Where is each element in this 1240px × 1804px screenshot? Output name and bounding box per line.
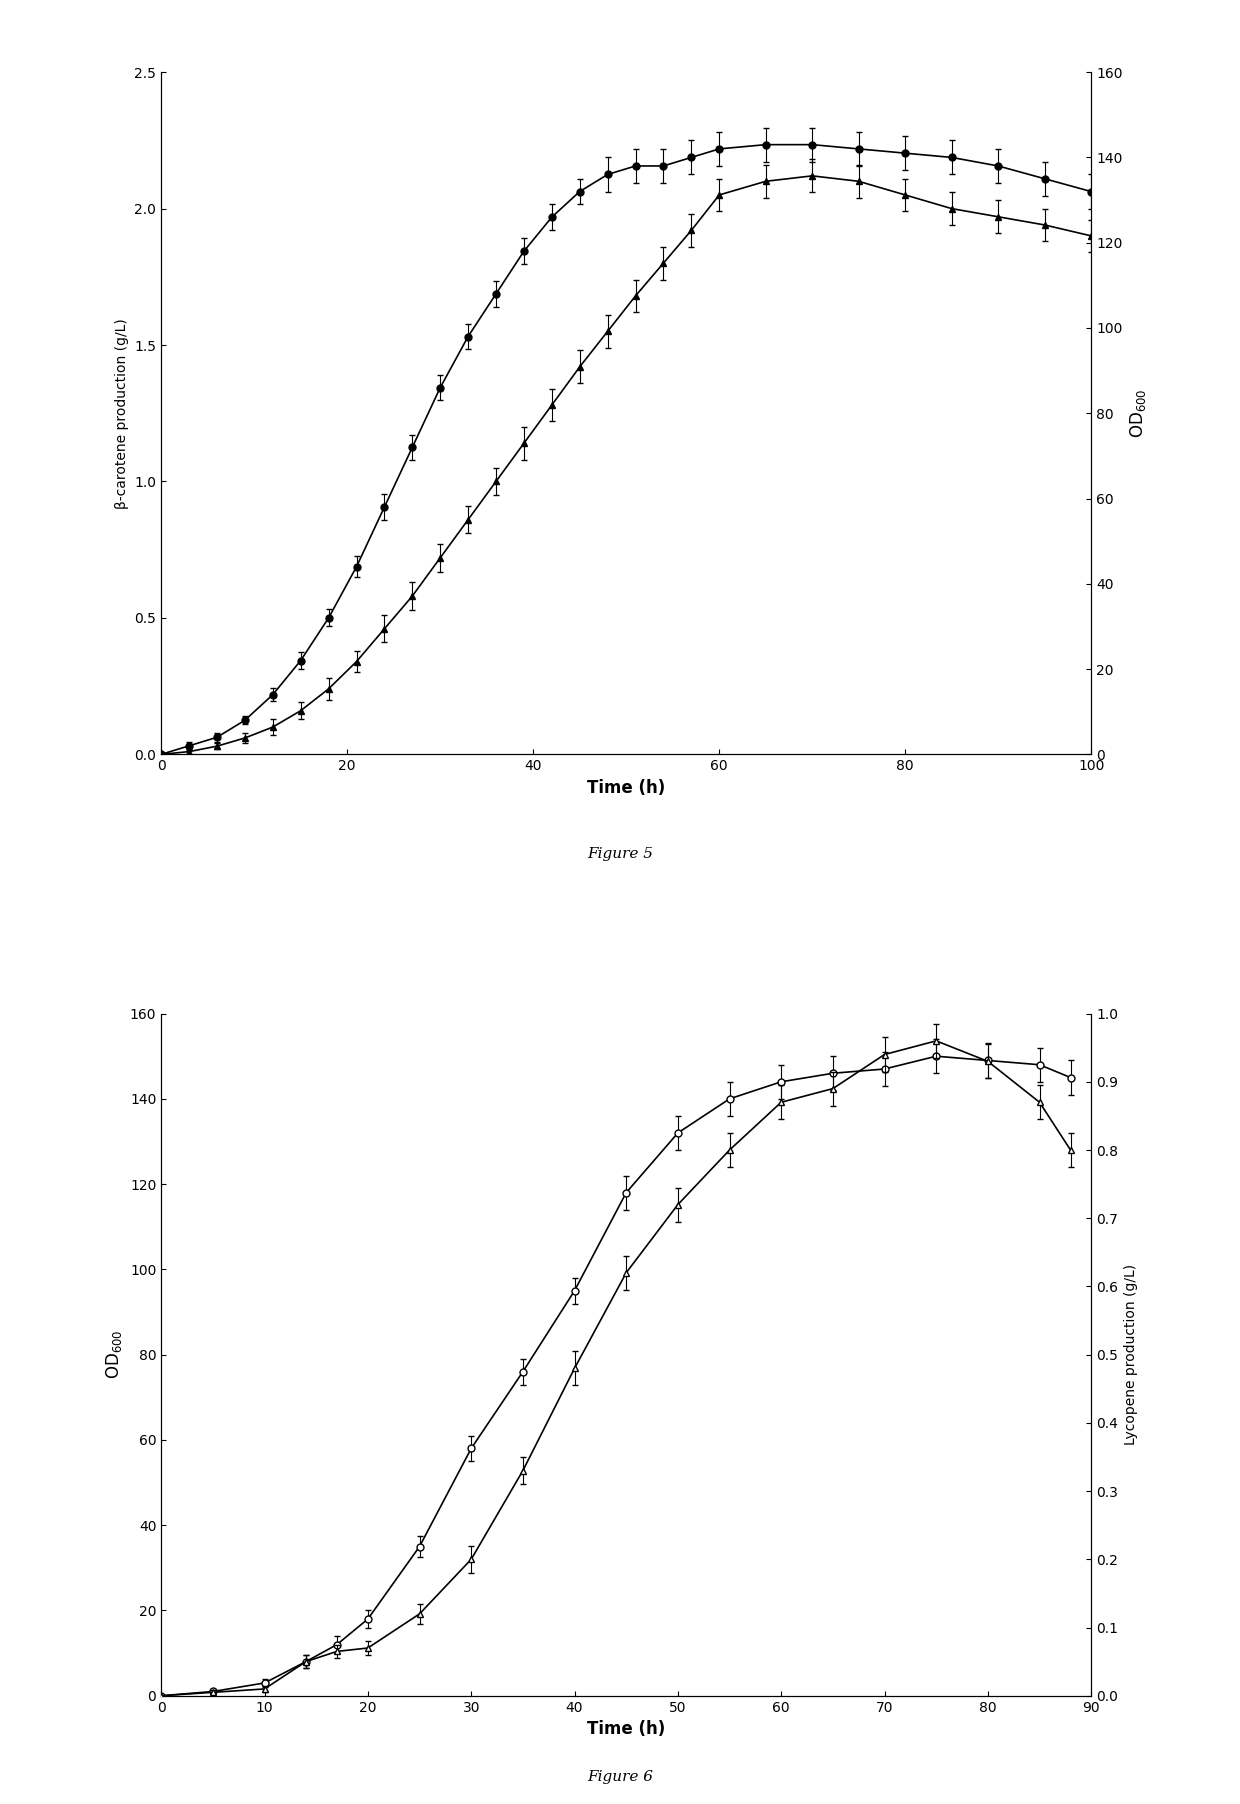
Text: Figure 5: Figure 5 — [587, 846, 653, 861]
X-axis label: Time (h): Time (h) — [587, 779, 666, 797]
Y-axis label: Lycopene production (g/L): Lycopene production (g/L) — [1123, 1265, 1137, 1445]
Y-axis label: OD$_{600}$: OD$_{600}$ — [1128, 388, 1148, 438]
X-axis label: Time (h): Time (h) — [587, 1721, 666, 1739]
Y-axis label: OD$_{600}$: OD$_{600}$ — [104, 1330, 124, 1380]
Y-axis label: β-carotene production (g/L): β-carotene production (g/L) — [115, 318, 129, 509]
Text: Figure 6: Figure 6 — [587, 1770, 653, 1784]
